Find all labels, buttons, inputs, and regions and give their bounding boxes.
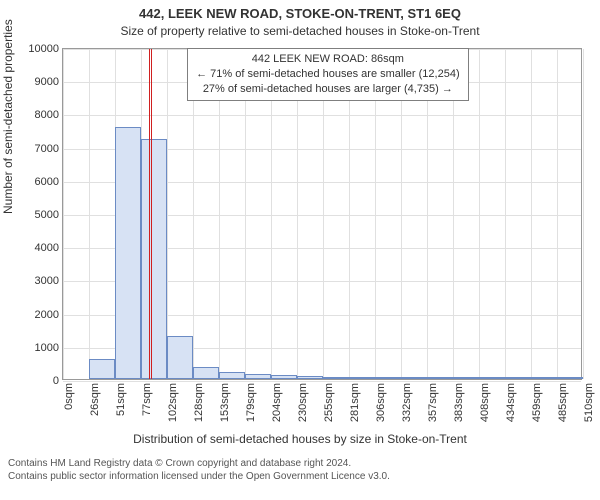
histogram-bar [271,375,297,379]
chart-plot-area: 0100020003000400050006000700080009000100… [62,48,582,380]
x-tick-label: 510sqm [583,383,595,422]
x-tick-label: 306sqm [375,383,387,422]
annotation-line: 27% of semi-detached houses are larger (… [196,82,460,97]
annotation-line: 442 LEEK NEW ROAD: 86sqm [196,52,460,67]
y-tick-label: 5000 [35,209,63,221]
histogram-bar [557,377,583,379]
x-tick-label: 357sqm [427,383,439,422]
histogram-bar [375,377,401,379]
x-tick-label: 26sqm [89,383,101,416]
histogram-bar [245,374,271,379]
x-tick-label: 179sqm [245,383,257,422]
x-tick-label: 230sqm [297,383,309,422]
histogram-bar [219,372,245,379]
gridline-vertical [63,49,64,379]
x-tick-label: 408sqm [479,383,491,422]
histogram-bar [479,377,505,379]
annotation-line: ← 71% of semi-detached houses are smalle… [196,67,460,82]
histogram-bar [531,377,557,379]
x-tick-label: 383sqm [453,383,465,422]
histogram-bar [427,377,453,379]
x-tick-label: 485sqm [557,383,569,422]
annotation-box: 442 LEEK NEW ROAD: 86sqm← 71% of semi-de… [187,48,469,101]
histogram-bar [505,377,531,379]
histogram-bar [141,139,167,379]
x-tick-label: 255sqm [323,383,335,422]
y-axis-label: Number of semi-detached properties [1,19,15,214]
property-marker-line [149,49,152,379]
page-title: 442, LEEK NEW ROAD, STOKE-ON-TRENT, ST1 … [0,6,600,21]
histogram-bar [167,336,193,379]
x-tick-label: 281sqm [349,383,361,422]
x-tick-label: 459sqm [531,383,543,422]
histogram-bar [297,376,323,379]
y-tick-label: 1000 [35,342,63,354]
x-tick-label: 102sqm [167,383,179,422]
y-tick-label: 7000 [35,143,63,155]
x-tick-label: 204sqm [271,383,283,422]
footer-line-1: Contains HM Land Registry data © Crown c… [8,458,390,471]
y-tick-label: 2000 [35,309,63,321]
y-tick-label: 10000 [28,43,63,55]
footer-attribution: Contains HM Land Registry data © Crown c… [8,458,390,483]
y-tick-label: 4000 [35,242,63,254]
gridline-vertical [531,49,532,379]
x-tick-label: 128sqm [193,383,205,422]
y-tick-label: 3000 [35,275,63,287]
x-tick-label: 0sqm [63,383,75,410]
x-tick-label: 332sqm [401,383,413,422]
gridline-vertical [89,49,90,379]
y-tick-label: 0 [53,375,63,387]
gridline-horizontal [63,381,581,382]
histogram-bar [193,367,219,379]
gridline-vertical [505,49,506,379]
footer-line-2: Contains public sector information licen… [8,471,390,484]
histogram-bar [89,359,115,379]
gridline-vertical [557,49,558,379]
histogram-bar [115,127,141,379]
x-tick-label: 77sqm [141,383,153,416]
histogram-bar [453,377,479,379]
y-tick-label: 8000 [35,109,63,121]
page-subtitle: Size of property relative to semi-detach… [0,24,600,38]
x-axis-label: Distribution of semi-detached houses by … [0,432,600,446]
histogram-bar [323,377,349,379]
histogram-bar [401,377,427,379]
gridline-vertical [167,49,168,379]
x-tick-label: 153sqm [219,383,231,422]
y-tick-label: 6000 [35,176,63,188]
y-tick-label: 9000 [35,76,63,88]
x-tick-label: 51sqm [115,383,127,416]
gridline-vertical [583,49,584,379]
x-tick-label: 434sqm [505,383,517,422]
gridline-vertical [479,49,480,379]
histogram-bar [349,377,375,379]
